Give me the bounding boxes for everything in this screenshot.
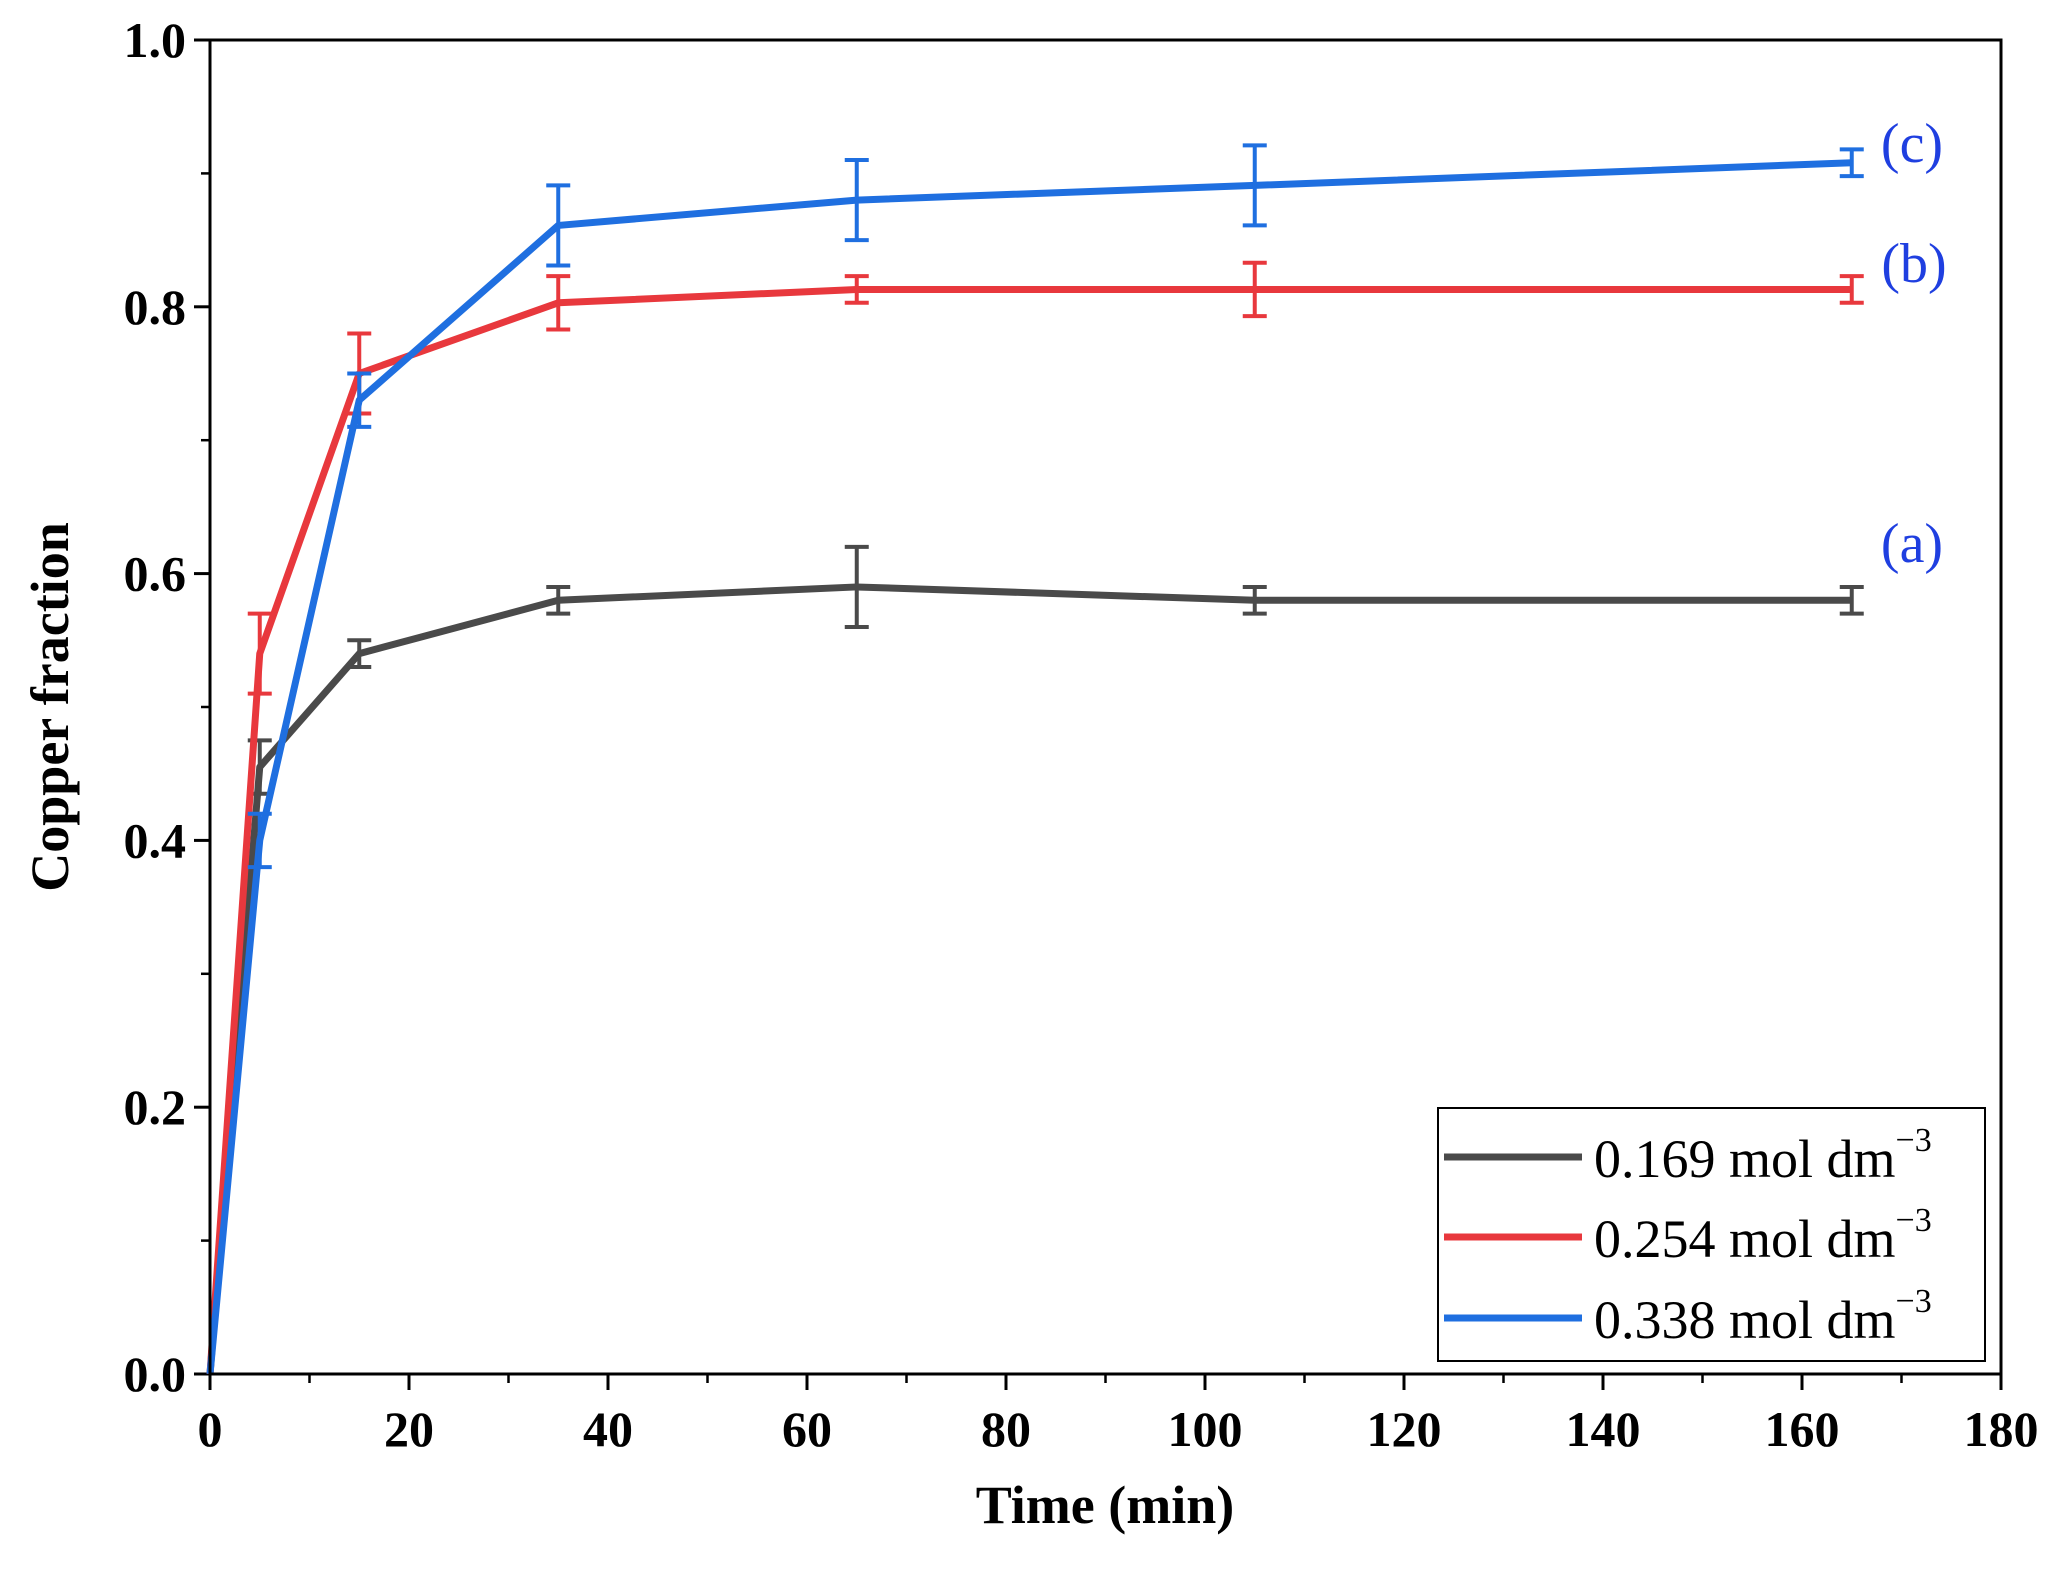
legend-item: 0.254 mol dm−3	[1444, 1202, 1932, 1269]
error-bar	[1242, 260, 1267, 319]
error-bar	[1839, 274, 1864, 305]
error-bar	[546, 584, 571, 616]
legend-item: 0.169 mol dm−3	[1444, 1122, 1932, 1189]
error-bar	[546, 274, 571, 332]
x-tick-label: 0	[198, 1401, 223, 1457]
plot-frame	[208, 38, 2003, 1376]
error-bar	[1839, 584, 1864, 616]
x-tick-label: 100	[1168, 1401, 1243, 1457]
error-bar	[347, 371, 372, 429]
x-tick-label: 40	[583, 1401, 633, 1457]
annotation-0: (a)	[1881, 513, 1943, 575]
annotation-1: (b)	[1881, 233, 1946, 295]
y-tick-label: 0.8	[124, 279, 187, 335]
x-axis-title: Time (min)	[976, 1475, 1234, 1535]
series-0	[206, 544, 1864, 1375]
x-tick-label: 20	[384, 1401, 434, 1457]
y-tick-label: 0.0	[124, 1346, 187, 1402]
x-tick-label: 60	[782, 1401, 832, 1457]
error-bar	[1242, 584, 1267, 616]
tick-labels: 0 20 40 60 80 100 120 140 160 180 0.0 0.2 0.4 0.6 0.8 1…	[124, 12, 2039, 1457]
error-bar	[844, 158, 869, 243]
y-tick-label: 0.6	[124, 546, 187, 602]
y-tick-label: 0.4	[124, 812, 187, 868]
error-bar	[546, 183, 571, 268]
y-axis-title: Copper fraction	[20, 522, 80, 891]
legend: 0.169 mol dm−3 0.254 mol dm−3 0.338 mol dm…	[1437, 1107, 1986, 1362]
error-bar	[844, 544, 869, 629]
x-tick-label: 180	[1964, 1401, 2039, 1457]
x-tick-label: 140	[1566, 1401, 1641, 1457]
y-tick-label: 0.2	[124, 1079, 187, 1135]
error-bar	[347, 638, 372, 669]
legend-label: 0.254 mol dm−3	[1594, 1202, 1932, 1269]
x-tick-label: 80	[981, 1401, 1031, 1457]
error-bar	[1839, 147, 1864, 179]
error-bar	[247, 611, 272, 696]
error-bar	[1242, 143, 1267, 228]
legend-label: 0.338 mol dm−3	[1594, 1283, 1932, 1350]
series-annotations: (a) (b) (c)	[1881, 113, 1947, 575]
series-2	[206, 143, 1864, 1375]
x-tick-label: 120	[1367, 1401, 1442, 1457]
y-tick-label: 1.0	[124, 12, 187, 68]
legend-item: 0.338 mol dm−3	[1444, 1283, 1932, 1350]
x-tick-label: 160	[1765, 1401, 1840, 1457]
series-layer	[206, 143, 1864, 1375]
error-bar	[247, 811, 272, 870]
legend-label: 0.169 mol dm−3	[1594, 1122, 1932, 1189]
annotation-2: (c)	[1881, 113, 1943, 175]
error-bar	[844, 274, 869, 305]
